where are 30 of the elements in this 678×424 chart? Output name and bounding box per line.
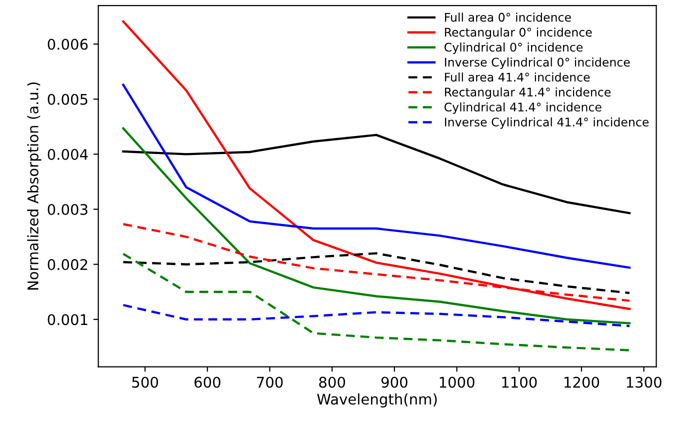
x-tick-label: 1200 [564, 376, 600, 388]
line-series [122, 304, 631, 328]
line-series [122, 252, 631, 294]
x-tick-label: 900 [381, 376, 408, 388]
line-series [122, 134, 631, 214]
x-axis-title: Wavelength(nm) [317, 393, 437, 408]
x-tick-label: 700 [257, 376, 283, 388]
line-series [122, 127, 631, 324]
x-tick-label: 1100 [502, 376, 537, 388]
legend-label: Inverse Cylindrical 41.4° incidence [445, 117, 649, 129]
legend-label: Rectangular 0° incidence [445, 28, 592, 39]
legend-label: Rectangular 41.4° incidence [445, 87, 611, 99]
x-tick-label: 1000 [440, 376, 474, 388]
legend-label: Inverse Cylindrical 0° incidence [445, 57, 630, 69]
y-axis-title: Normalized Absorption (a.u.) [27, 82, 42, 290]
x-tick-label: 600 [194, 376, 220, 388]
y-tick-label: 0.001 [48, 314, 88, 326]
y-tick-label: 0.003 [48, 204, 88, 216]
x-tick-label: 1300 [626, 376, 662, 388]
y-tick-label: 0.002 [48, 259, 88, 270]
legend-label: Full area 41.4° incidence [445, 72, 590, 82]
y-tick-label: 0.004 [48, 148, 88, 160]
legend-label: Full area 0° incidence [445, 12, 571, 22]
legend-label: Cylindrical 41.4° incidence [444, 102, 602, 114]
line-series [122, 252, 631, 352]
legend-label: Cylindrical 0° incidence [444, 42, 583, 54]
y-tick-label: 0.006 [48, 38, 88, 50]
y-tick-label: 0.005 [48, 94, 88, 105]
x-tick-label: 800 [319, 376, 346, 388]
x-tick-label: 500 [132, 376, 158, 388]
